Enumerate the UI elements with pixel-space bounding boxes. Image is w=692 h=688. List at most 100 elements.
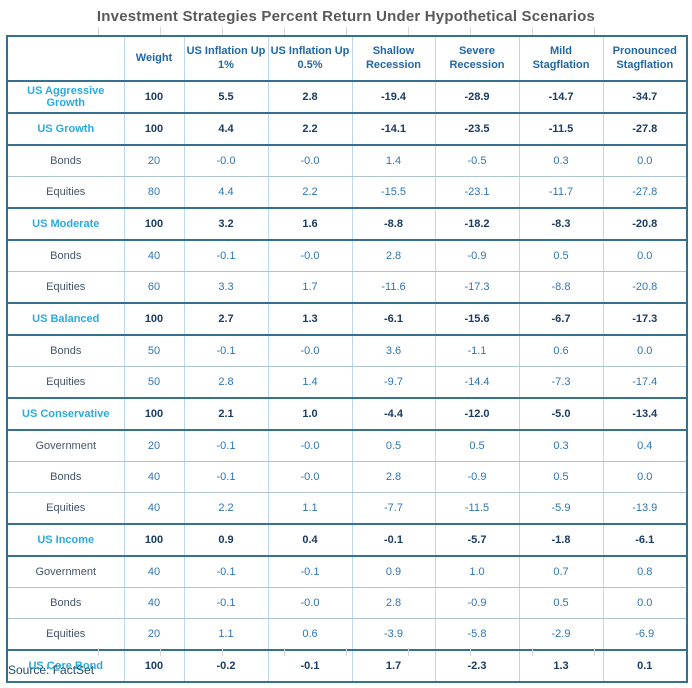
value-cell: -23.1 <box>434 176 520 209</box>
value-cell: -11.5 <box>434 492 520 525</box>
value-cell: 0.5 <box>518 587 604 619</box>
value-cell: -5.0 <box>518 397 604 431</box>
value-cell: 2.8 <box>351 587 436 619</box>
value-cell: 2.8 <box>183 366 269 399</box>
weight-cell: 100 <box>123 523 185 557</box>
value-cell: 1.6 <box>267 207 353 241</box>
table-row: Equities 80 4.4 2.2 -15.5 -23.1 -11.7 -27.8 <box>6 176 688 209</box>
value-cell: -17.3 <box>602 302 688 336</box>
row-label: US Growth <box>6 112 125 146</box>
weight-cell: 50 <box>123 334 185 367</box>
value-cell: -7.3 <box>518 366 604 399</box>
value-cell: -15.5 <box>351 176 436 209</box>
row-label: Equities <box>6 271 125 304</box>
value-cell: -20.8 <box>602 207 688 241</box>
value-cell: -0.0 <box>267 334 353 367</box>
value-cell: -2.9 <box>518 618 604 651</box>
table-row: Equities 20 1.1 0.6 -3.9 -5.8 -2.9 -6.9 <box>6 618 688 651</box>
weight-cell: 100 <box>123 80 185 114</box>
value-cell: -7.7 <box>351 492 436 525</box>
value-cell: 0.9 <box>351 555 436 588</box>
value-cell: -27.8 <box>602 176 688 209</box>
table-row: US Aggressive Growth 100 5.5 2.8 -19.4 -28.9-… <box>6 80 688 114</box>
value-cell: -0.1 <box>183 587 269 619</box>
value-cell: -8.8 <box>351 207 436 241</box>
value-cell: -6.9 <box>602 618 688 651</box>
value-cell: 0.0 <box>602 461 688 493</box>
value-cell: 1.4 <box>267 366 353 399</box>
value-cell: 3.2 <box>183 207 269 241</box>
column-header: Mild Stagflation <box>518 35 604 82</box>
column-header: Pronounced Stagflation <box>602 35 688 82</box>
table-row: US Conservative 100 2.1 1.0 -4.4 -12.0 -5.0 -13… <box>6 397 688 431</box>
header-row: Weight US Inflation Up 1% US Inflation Up … <box>6 35 688 82</box>
value-cell: -14.4 <box>434 366 520 399</box>
value-cell: 2.8 <box>351 461 436 493</box>
weight-cell: 100 <box>123 112 185 146</box>
value-cell: -0.1 <box>183 239 269 272</box>
value-cell: -0.9 <box>434 239 520 272</box>
table-row: Bonds 40 -0.1 -0.0 2.8 -0.9 0.5 0.0 <box>6 239 688 272</box>
table-row: Government 40 -0.1 -0.1 0.9 1.0 0.7 0.8 <box>6 555 688 588</box>
weight-cell: 50 <box>123 366 185 399</box>
value-cell: -6.1 <box>351 302 436 336</box>
row-label: Bonds <box>6 144 125 177</box>
value-cell: 2.2 <box>183 492 269 525</box>
value-cell: -5.9 <box>518 492 604 525</box>
row-label: US Moderate <box>6 207 125 241</box>
table-row: Equities 60 3.3 1.7 -11.6 -17.3 -8.8 -20.8 <box>6 271 688 304</box>
value-cell: -5.8 <box>434 618 520 651</box>
row-label: Government <box>6 429 125 462</box>
value-cell: -19.4 <box>351 80 436 114</box>
value-cell: -14.1 <box>351 112 436 146</box>
row-label: Bonds <box>6 239 125 272</box>
value-cell: -0.1 <box>351 523 436 557</box>
value-cell: -27.8 <box>602 112 688 146</box>
column-header: Shallow Recession <box>351 35 436 82</box>
value-cell: 1.0 <box>434 555 520 588</box>
chart-title: Investment Strategies Percent Return Und… <box>96 8 596 25</box>
source-note: Source: FactSet <box>8 663 95 677</box>
value-cell: -6.1 <box>602 523 688 557</box>
value-cell: 2.8 <box>351 239 436 272</box>
weight-cell: 20 <box>123 618 185 651</box>
value-cell: 0.6 <box>267 618 353 651</box>
value-cell: 0.8 <box>602 555 688 588</box>
value-cell: -8.8 <box>518 271 604 304</box>
value-cell: -23.5 <box>434 112 520 146</box>
value-cell: -8.3 <box>518 207 604 241</box>
table-row: US Income 100 0.9 0.4 -0.1 -5.7 -1.8 -6.1 <box>6 523 688 557</box>
value-cell: 2.2 <box>267 112 353 146</box>
weight-cell: 40 <box>123 461 185 493</box>
returns-table: Weight US Inflation Up 1% US Inflation Up … <box>6 35 688 683</box>
value-cell: -13.4 <box>602 397 688 431</box>
value-cell: 3.6 <box>351 334 436 367</box>
value-cell: 0.0 <box>602 587 688 619</box>
row-label: Bonds <box>6 587 125 619</box>
weight-cell: 100 <box>123 302 185 336</box>
value-cell: -17.3 <box>434 271 520 304</box>
value-cell: -0.5 <box>434 144 520 177</box>
value-cell: 0.5 <box>434 429 520 462</box>
value-cell: 0.0 <box>602 239 688 272</box>
value-cell: -14.7 <box>518 80 604 114</box>
value-cell: -0.1 <box>183 555 269 588</box>
table-row: US Balanced 100 2.7 1.3 -6.1 -15.6 -6.7 -17.3 <box>6 302 688 336</box>
row-label: Bonds <box>6 334 125 367</box>
value-cell: -0.0 <box>267 144 353 177</box>
table-row: Bonds 40 -0.1 -0.0 2.8 -0.9 0.5 0.0 <box>6 461 688 493</box>
value-cell: -1.1 <box>434 334 520 367</box>
value-cell: -17.4 <box>602 366 688 399</box>
value-cell: -20.8 <box>602 271 688 304</box>
value-cell: -5.7 <box>434 523 520 557</box>
row-label: Government <box>6 555 125 588</box>
value-cell: -0.1 <box>183 334 269 367</box>
value-cell: -11.6 <box>351 271 436 304</box>
value-cell: 1.7 <box>267 271 353 304</box>
value-cell: -6.7 <box>518 302 604 336</box>
value-cell: -15.6 <box>434 302 520 336</box>
value-cell: -12.0 <box>434 397 520 431</box>
weight-cell: 40 <box>123 555 185 588</box>
value-cell: 0.5 <box>518 461 604 493</box>
